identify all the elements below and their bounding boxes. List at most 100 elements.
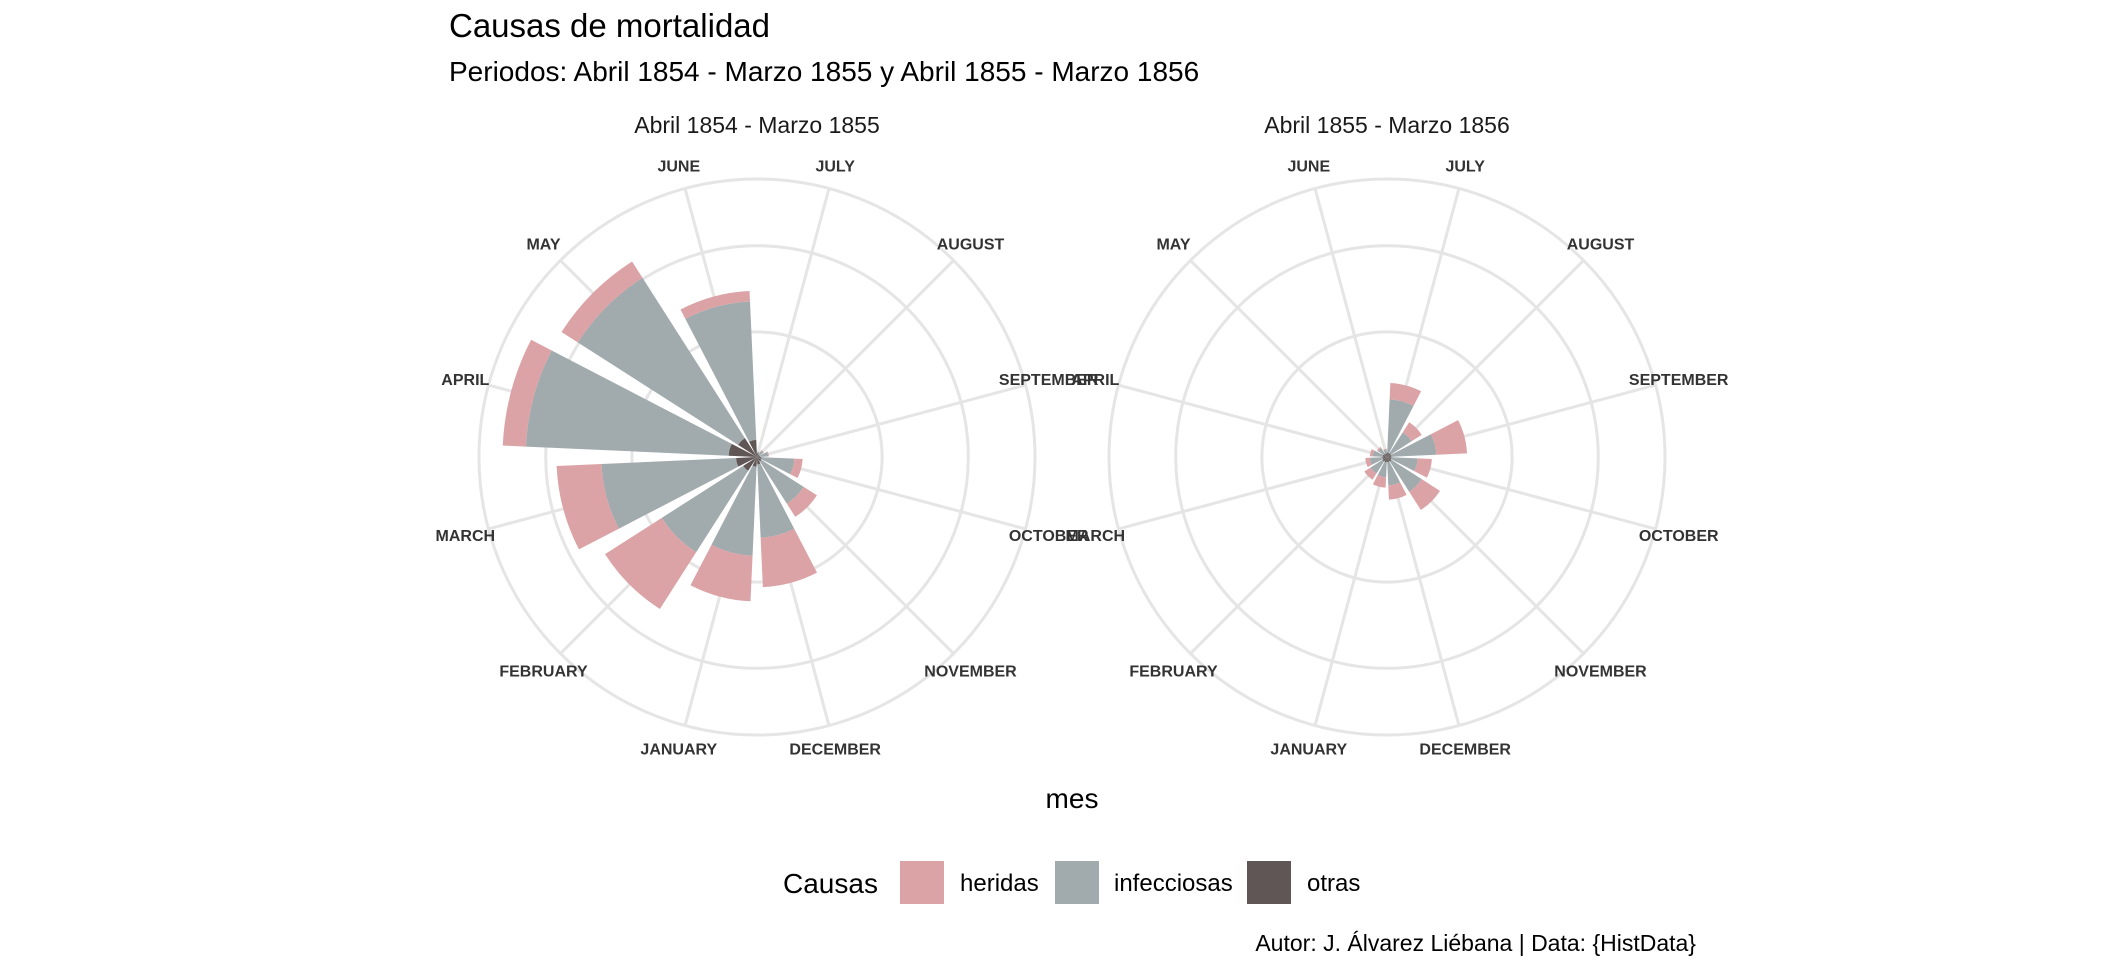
grid-circle — [630, 330, 884, 584]
grid-spoke — [756, 383, 1026, 459]
month-label-september: SEPTEMBER — [1629, 372, 1729, 389]
bar-heridas-november — [786, 486, 817, 517]
bar-otras-july — [1387, 452, 1390, 457]
bar-heridas-may — [561, 261, 643, 343]
polar-panel-2: JULY AUGUST SEPTEMBER OCTOBER NOVEMBER DECEMB… — [1066, 158, 1729, 758]
bar-infecciosas-december — [1387, 461, 1401, 486]
month-label-october: OCTOBER — [1009, 528, 1089, 545]
month-label-august: AUGUST — [937, 237, 1005, 254]
month-label-november: NOVEMBER — [1554, 664, 1647, 681]
bar-infecciosas-june — [685, 301, 757, 442]
bar-infecciosas-january — [1377, 461, 1387, 478]
bar-infecciosas-october — [760, 457, 795, 475]
bar-otras-october — [1387, 457, 1392, 460]
month-label-january: JANUARY — [1270, 742, 1347, 759]
panel-1-title: Abril 1854 - Marzo 1855 — [634, 112, 879, 138]
bar-heridas-march — [556, 464, 619, 550]
bar-otras-november — [1387, 457, 1392, 462]
grid-spoke — [1189, 455, 1389, 655]
x-axis-label: mes — [1046, 783, 1099, 814]
chart-subtitle: Periodos: Abril 1854 - Marzo 1855 y Abri… — [449, 56, 1199, 87]
bar-otras-june — [749, 439, 757, 457]
polar-panel-1: JULY AUGUST SEPTEMBER OCTOBER NOVEMBER DECEMB… — [436, 158, 1099, 758]
bar-heridas-january — [1372, 474, 1387, 488]
bar-infecciosas-august — [758, 450, 764, 456]
bar-otras-june — [1385, 453, 1387, 457]
bar-heridas-june — [1383, 448, 1387, 451]
bar-infecciosas-september — [1390, 434, 1437, 457]
month-label-june: JUNE — [657, 158, 700, 175]
grid-spoke — [1189, 259, 1389, 459]
bar-infecciosas-march — [601, 457, 739, 529]
bar-infecciosas-december — [757, 463, 795, 538]
chart-caption: Autor: J. Álvarez Liébana | Data: {HistD… — [1255, 930, 1696, 956]
legend-key-heridas — [900, 861, 944, 904]
month-label-july: JULY — [1445, 158, 1485, 175]
bar-otras-october — [757, 457, 762, 460]
legend-label-otras: otras — [1307, 870, 1360, 897]
legend-label-infecciosas: infecciosas — [1114, 870, 1233, 897]
legend: Causas heridas infecciosas otras — [783, 861, 1360, 904]
bar-heridas-february — [1364, 467, 1377, 480]
month-label-november: NOVEMBER — [924, 664, 1017, 681]
bar-otras-december — [1387, 457, 1390, 463]
grid-spoke — [756, 455, 1026, 531]
grid-spoke — [1118, 383, 1388, 459]
month-label-october: OCTOBER — [1639, 528, 1719, 545]
grid-spoke — [1313, 188, 1389, 458]
chart-title: Causas de mortalidad — [449, 7, 770, 44]
grid-circle — [477, 177, 1037, 737]
bar-infecciosas-november — [1389, 459, 1422, 492]
bar-heridas-december — [1388, 482, 1407, 500]
bar-heridas-march — [1365, 457, 1372, 467]
month-label-june: JUNE — [1287, 158, 1330, 175]
bar-infecciosas-march — [1369, 457, 1384, 465]
bar-heridas-october — [790, 458, 803, 479]
bar-heridas-may — [1376, 446, 1382, 452]
bar-otras-september — [1387, 454, 1392, 457]
bar-heridas-april — [502, 339, 552, 447]
bar-heridas-november — [1409, 479, 1440, 510]
month-label-february: FEBRUARY — [1129, 664, 1218, 681]
grid-spoke — [1118, 455, 1388, 531]
grid-circle — [1260, 330, 1514, 584]
bar-otras-may — [738, 438, 757, 457]
bar-otras-april — [1382, 454, 1387, 457]
bar-infecciosas-august — [1389, 432, 1412, 455]
bar-infecciosas-october — [1390, 457, 1418, 472]
month-label-march: MARCH — [1066, 528, 1126, 545]
grid-spoke — [1386, 455, 1656, 531]
bar-otras-august — [1387, 453, 1391, 457]
bar-infecciosas-july — [757, 451, 760, 454]
bar-infecciosas-may — [577, 277, 745, 445]
bar-infecciosas-may — [1378, 448, 1385, 455]
bar-heridas-april — [1369, 449, 1375, 457]
month-label-december: DECEMBER — [1419, 742, 1511, 759]
grid-spoke — [755, 259, 955, 459]
legend-label-heridas: heridas — [960, 870, 1039, 897]
bar-heridas-december — [760, 528, 817, 588]
bar-otras-may — [1383, 453, 1387, 457]
bar-otras-february — [743, 457, 757, 471]
month-label-august: AUGUST — [1567, 237, 1635, 254]
month-label-february: FEBRUARY — [499, 664, 588, 681]
bar-heridas-january — [690, 544, 753, 602]
bar-otras-february — [1382, 457, 1387, 462]
bar-heridas-august — [1402, 422, 1422, 442]
month-label-september: SEPTEMBER — [999, 372, 1099, 389]
grid-circle — [544, 244, 970, 670]
bar-heridas-february — [605, 517, 697, 609]
bar-otras-august — [757, 454, 760, 457]
bar-heridas-august — [761, 450, 764, 453]
bar-otras-july — [757, 453, 759, 457]
bar-infecciosas-november — [759, 459, 804, 504]
month-label-january: JANUARY — [640, 742, 717, 759]
bar-otras-april — [728, 443, 757, 457]
bar-heridas-july — [1389, 382, 1422, 406]
bar-infecciosas-june — [1383, 449, 1387, 454]
grid-spoke — [1385, 456, 1461, 726]
bar-infecciosas-april — [525, 350, 732, 456]
grid-circle — [1174, 244, 1600, 670]
month-label-july: JULY — [815, 158, 855, 175]
